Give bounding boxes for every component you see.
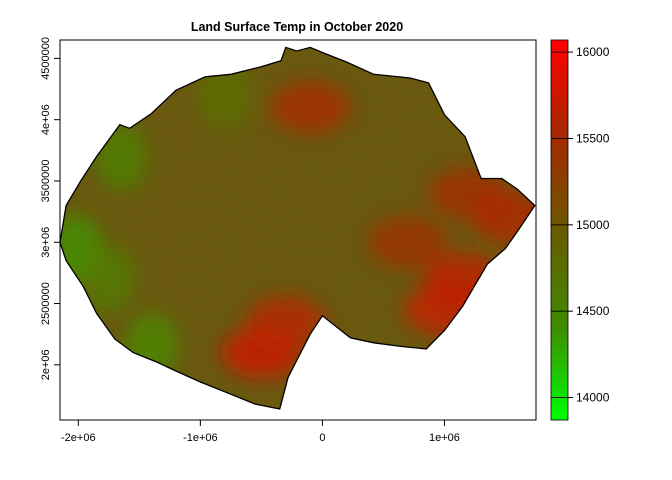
y-tick-label: 3500000 bbox=[40, 160, 52, 203]
colorbar-tick-label: 14000 bbox=[576, 391, 610, 405]
y-tick-label: 2e+06 bbox=[40, 349, 52, 380]
y-axis: 2e+06 2500000 3e+06 3500000 4e+06 4500000 bbox=[40, 37, 61, 380]
x-axis: -2e+06 -1e+06 0 1e+06 bbox=[61, 419, 460, 444]
x-tick-label: 0 bbox=[319, 432, 325, 444]
y-tick-label: 4500000 bbox=[40, 37, 52, 80]
x-tick-label: -1e+06 bbox=[183, 432, 218, 444]
y-tick-label: 2500000 bbox=[40, 282, 52, 325]
colorbar-tick-label: 15500 bbox=[576, 131, 610, 145]
x-tick-label: -2e+06 bbox=[61, 432, 96, 444]
colorbar-tick-label: 15000 bbox=[576, 218, 610, 232]
colorbar-ticks: 14000 14500 15000 15500 16000 bbox=[551, 45, 610, 405]
chart-title: Land Surface Temp in October 2020 bbox=[191, 20, 403, 34]
y-tick-label: 3e+06 bbox=[40, 227, 52, 258]
colorbar-gradient bbox=[550, 39, 569, 421]
colorbar-tick-label: 16000 bbox=[576, 45, 610, 59]
colorbar: 14000 14500 15000 15500 16000 bbox=[550, 39, 610, 421]
boundary-outline bbox=[59, 46, 536, 410]
y-tick-label: 4e+06 bbox=[40, 104, 52, 135]
colorbar-tick-label: 14500 bbox=[576, 304, 610, 318]
x-tick-label: 1e+06 bbox=[429, 432, 460, 444]
